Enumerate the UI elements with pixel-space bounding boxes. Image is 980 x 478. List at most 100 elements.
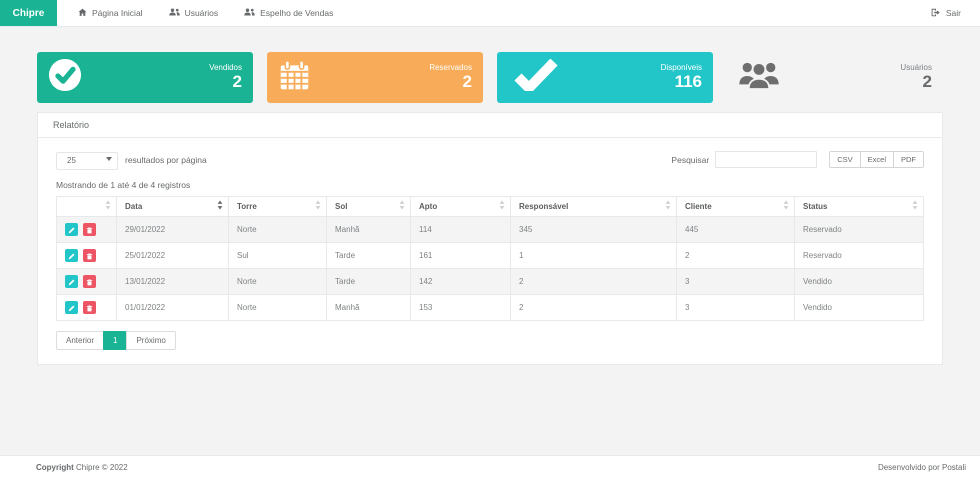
table-row: 13/01/2022 Norte Tarde 142 2 3 Vendido <box>56 267 924 295</box>
cell-sol: Tarde <box>326 267 411 295</box>
edit-button[interactable] <box>65 248 78 262</box>
cell-data: 13/01/2022 <box>116 267 229 295</box>
panel-body: 25 resultados por página Pesquisar CSV E… <box>38 138 942 364</box>
export-excel-button[interactable]: Excel <box>859 151 894 169</box>
users-icon <box>168 8 180 18</box>
cell-responsavel: 345 <box>510 215 677 243</box>
pagination-page-1-button[interactable]: 1 <box>103 330 128 350</box>
footer-copyright: Copyright Chipre © 2022 <box>36 463 128 472</box>
sort-icon <box>105 200 111 212</box>
cell-torre: Norte <box>228 215 327 243</box>
sort-icon-active <box>217 200 223 212</box>
row-actions <box>56 241 117 269</box>
delete-button[interactable] <box>83 248 97 263</box>
column-header-torre[interactable]: Torre <box>228 195 327 217</box>
export-csv-button[interactable]: CSV <box>829 151 861 169</box>
check-circle-icon <box>48 58 82 97</box>
search-input[interactable] <box>715 151 818 169</box>
pagination-next-button[interactable]: Próximo <box>126 330 176 350</box>
nav-item-usuarios[interactable]: Usuários <box>156 0 232 26</box>
search-label: Pesquisar <box>671 154 710 165</box>
table-header-row: Data Torre Sol Apto Responsável Cliente <box>56 195 924 217</box>
cell-responsavel: 2 <box>510 293 677 321</box>
delete-button[interactable] <box>83 274 97 289</box>
table-row: 01/01/2022 Norte Manhã 153 2 3 Vendido <box>56 293 924 321</box>
stat-label: Usuários <box>900 63 932 73</box>
trash-icon <box>86 248 93 263</box>
home-icon <box>78 8 87 19</box>
stat-value: 2 <box>922 72 932 92</box>
sort-icon <box>783 200 789 212</box>
table-controls: 25 resultados por página Pesquisar CSV E… <box>56 150 924 170</box>
column-label: Data <box>125 201 143 211</box>
row-actions <box>56 215 117 243</box>
cell-status: Reservado <box>794 241 924 269</box>
column-header-data[interactable]: Data <box>116 195 229 217</box>
pagination: Anterior 1 Próximo <box>56 330 924 350</box>
column-label: Apto <box>419 201 438 211</box>
table-row: 29/01/2022 Norte Manhã 114 345 445 Reser… <box>56 215 924 243</box>
logout-label: Sair <box>945 8 961 18</box>
check-icon <box>514 58 558 96</box>
cell-data: 25/01/2022 <box>116 241 229 269</box>
edit-button[interactable] <box>65 274 78 288</box>
cell-torre: Sul <box>228 241 327 269</box>
column-header-actions[interactable] <box>56 195 117 217</box>
cell-torre: Norte <box>228 267 327 295</box>
cell-data: 01/01/2022 <box>116 293 229 321</box>
cell-status: Reservado <box>794 215 924 243</box>
pencil-icon <box>68 222 75 237</box>
table-info-text: Mostrando de 1 até 4 de 4 registros <box>56 179 191 190</box>
stat-label: Reservados <box>429 63 472 73</box>
cell-cliente: 445 <box>676 215 795 243</box>
trash-icon <box>86 300 93 315</box>
calendar-icon <box>278 59 311 97</box>
page-length-select[interactable]: 25 <box>56 151 118 170</box>
footer-developer: Desenvolvido por Postali <box>877 462 966 472</box>
pagination-previous-button[interactable]: Anterior <box>56 330 105 350</box>
table-row: 25/01/2022 Sul Tarde 161 1 2 Reservado <box>56 241 924 269</box>
stat-value: 116 <box>674 72 702 92</box>
export-pdf-button[interactable]: PDF <box>893 151 924 169</box>
nav-item-pagina-inicial[interactable]: Página Inicial <box>65 0 156 26</box>
stat-cards-row: Vendidos 2 Reservados 2 <box>37 52 943 103</box>
sort-icon <box>665 200 671 212</box>
column-header-responsavel[interactable]: Responsável <box>510 195 677 217</box>
row-actions <box>56 267 117 295</box>
trash-icon <box>86 274 93 289</box>
stat-text: Reservados 2 <box>429 63 472 92</box>
nav-item-label: Espelho de Vendas <box>260 8 334 18</box>
row-actions <box>56 293 117 321</box>
logout-button[interactable]: Sair <box>918 0 974 26</box>
sign-out-icon <box>931 8 941 19</box>
top-navbar: Chipre Página Inicial Usuários Espelho d… <box>0 0 980 27</box>
delete-button[interactable] <box>83 222 97 236</box>
cell-apto: 153 <box>410 293 511 321</box>
cell-cliente: 3 <box>676 293 795 321</box>
column-header-status[interactable]: Status <box>794 195 924 217</box>
stat-value: 2 <box>462 72 472 92</box>
column-label: Torre <box>237 201 257 211</box>
nav-menu: Página Inicial Usuários Espelho de Venda… <box>65 0 346 26</box>
edit-button[interactable] <box>65 300 78 314</box>
column-label: Status <box>803 201 828 211</box>
cell-data: 29/01/2022 <box>116 215 229 243</box>
stat-label: Disponíveis <box>660 63 702 73</box>
brand-logo[interactable]: Chipre <box>0 0 57 26</box>
delete-button[interactable] <box>83 300 97 315</box>
stat-card-usuarios: Usuários 2 <box>727 52 943 103</box>
column-header-cliente[interactable]: Cliente <box>676 195 795 217</box>
cell-sol: Manhã <box>326 215 411 243</box>
cell-cliente: 2 <box>676 241 795 269</box>
table-header: Data Torre Sol Apto Responsável Cliente <box>56 195 924 217</box>
footer-copyright-bold: Copyright <box>36 462 74 472</box>
cell-responsavel: 1 <box>510 241 677 269</box>
stat-card-vendidos: Vendidos 2 <box>37 52 253 103</box>
stat-card-reservados: Reservados 2 <box>267 52 483 103</box>
edit-button[interactable] <box>65 222 78 237</box>
cell-cliente: 3 <box>676 267 795 295</box>
nav-item-espelho-de-vendas[interactable]: Espelho de Vendas <box>231 0 346 26</box>
column-header-sol[interactable]: Sol <box>326 195 411 217</box>
column-header-apto[interactable]: Apto <box>410 195 511 217</box>
sort-icon <box>315 200 321 212</box>
